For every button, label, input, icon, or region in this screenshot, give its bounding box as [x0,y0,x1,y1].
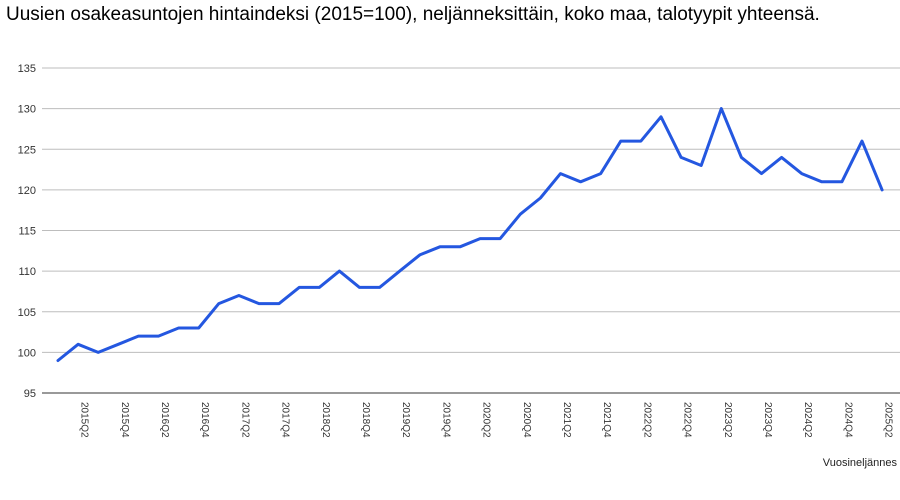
x-tick-label: 2023Q4 [762,402,773,438]
x-tick-label: 2019Q2 [400,402,411,438]
x-tick-label: 2025Q2 [883,402,894,438]
chart-title: Uusien osakeasuntojen hintaindeksi (2015… [6,4,820,25]
x-tick-label: 2018Q4 [360,402,371,438]
x-tick-label: 2016Q2 [159,402,170,438]
series-line [56,107,884,362]
y-tick-label: 100 [18,347,36,359]
x-tick-label: 2022Q2 [641,402,652,438]
x-tick-label: 2017Q4 [280,402,291,438]
x-tick-label: 2017Q2 [239,402,250,438]
y-tick-label: 115 [18,226,36,238]
x-axis-ticks: 2015Q2 2015Q4 2016Q2 2016Q4 2017Q2 2017Q4 2018… [79,402,894,438]
x-tick-label: 2024Q4 [842,402,853,438]
x-tick-label: 2016Q4 [199,402,210,438]
x-tick-label: 2023Q2 [722,402,733,438]
y-tick-label: 135 [18,63,36,75]
x-tick-label: 2018Q2 [320,402,331,438]
x-tick-label: 2020Q4 [521,402,532,438]
y-tick-label: 105 [18,307,36,319]
y-tick-label: 110 [18,266,36,278]
grid-lines [42,67,900,394]
x-tick-label: 2022Q4 [682,402,693,438]
x-tick-label: 2019Q4 [440,402,451,438]
y-tick-label: 95 [24,388,36,400]
y-axis-ticks: 95 100 105 110 115 120 125 130 135 [18,63,36,400]
x-tick-label: 2024Q2 [802,402,813,438]
x-tick-label: 2021Q4 [601,402,612,438]
x-tick-label: 2020Q2 [481,402,492,438]
y-tick-label: 120 [18,185,36,197]
x-tick-label: 2015Q4 [119,402,130,438]
y-tick-label: 125 [18,144,36,156]
y-tick-label: 130 [18,104,36,116]
x-tick-label: 2021Q2 [561,402,572,438]
x-axis-label: Vuosineljännes [823,457,898,469]
x-tick-label: 2015Q2 [79,402,90,438]
